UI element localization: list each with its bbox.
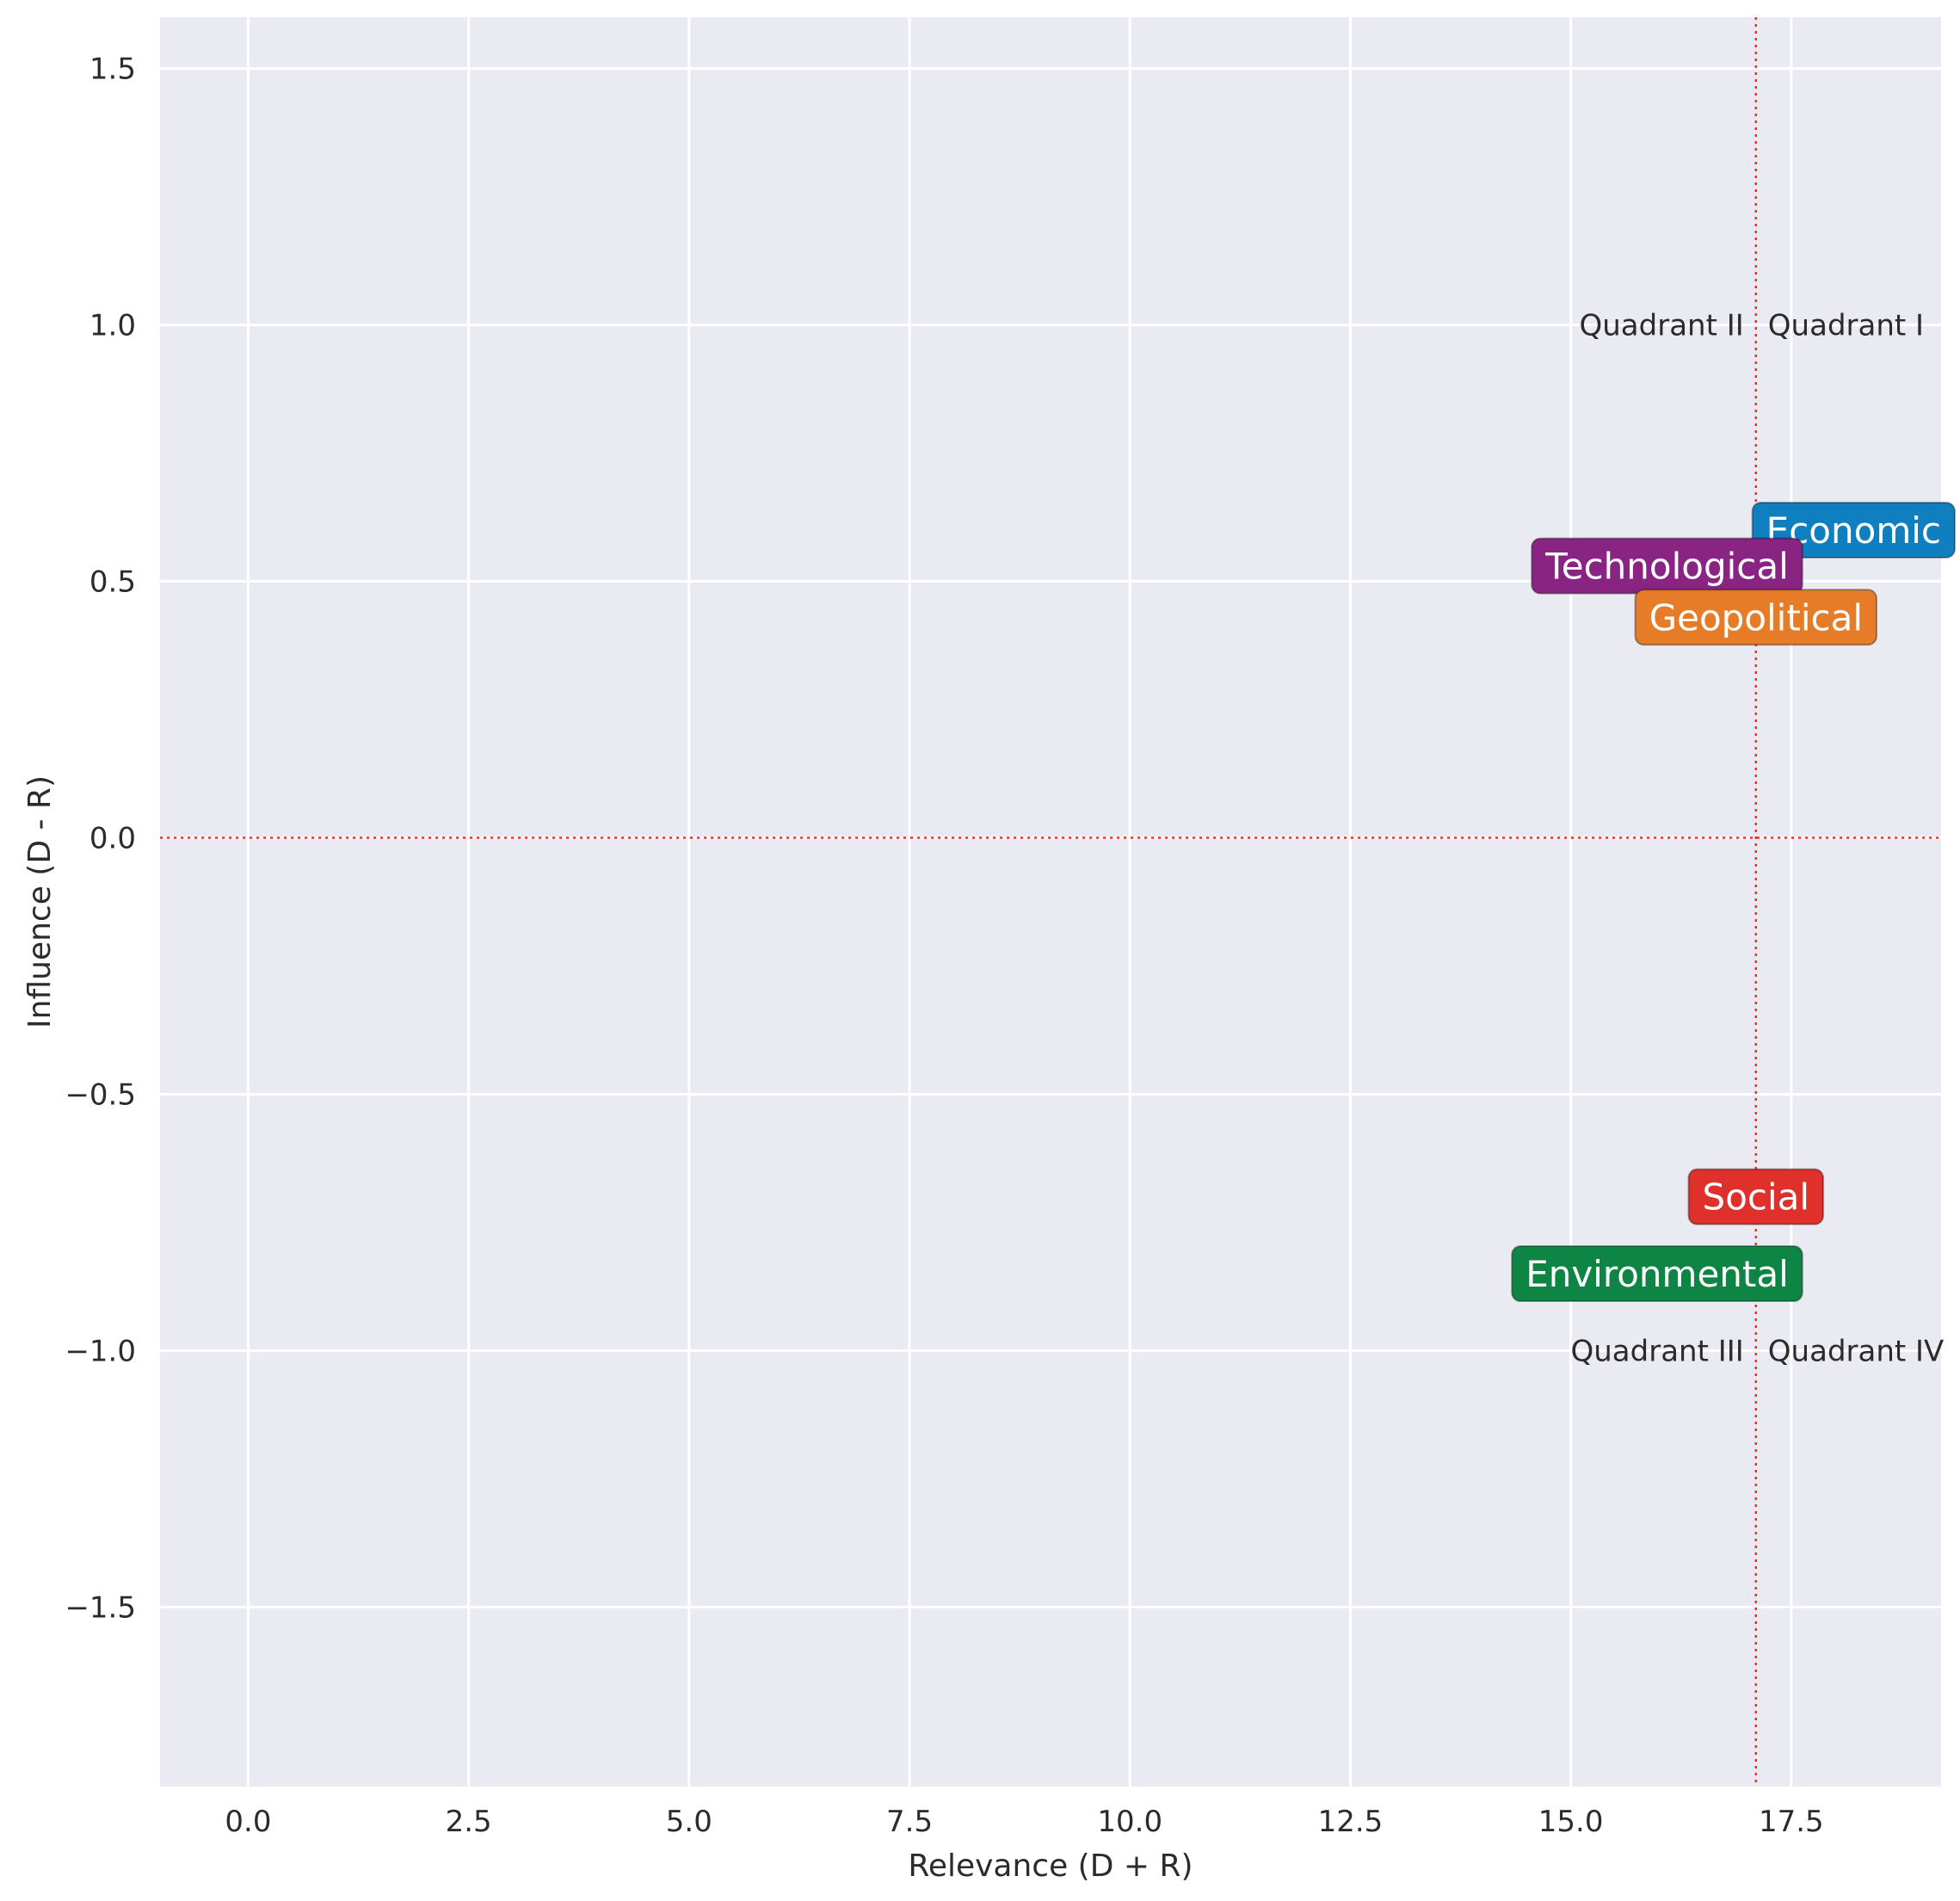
quadrant-labels: Quadrant I Quadrant II Quadrant III Quadran… <box>1570 309 1944 1369</box>
data-point-geopolitical: Geopolitical <box>1634 589 1878 646</box>
data-point-box <box>1511 1245 1803 1303</box>
data-point-social: Social <box>1687 1168 1825 1225</box>
x-tick-label: 10.0 <box>1097 1805 1162 1839</box>
y-tick-label: −1.5 <box>65 1590 136 1625</box>
x-axis-title: Relevance (D + R) <box>908 1849 1193 1884</box>
x-tick-label: 15.0 <box>1538 1805 1604 1839</box>
x-tick-label: 5.0 <box>666 1805 712 1839</box>
x-tick-label: 7.5 <box>886 1805 933 1839</box>
y-tick-label: −0.5 <box>65 1077 136 1112</box>
y-tick-label: 1.0 <box>89 309 136 343</box>
quadrant-label: Quadrant IV <box>1768 1334 1945 1368</box>
data-point-label: Social <box>1703 1176 1810 1219</box>
x-tick-labels: 0.0 2.5 5.0 7.5 10.0 12.5 15.0 17.5 <box>225 1805 1823 1839</box>
quadrant-label: Quadrant I <box>1768 309 1924 343</box>
quadrant-label: Quadrant II <box>1580 309 1744 343</box>
data-point-technological: Technological <box>1531 537 1803 595</box>
y-tick-labels: 1.5 1.0 0.5 0.0 −0.5 −1.0 −1.5 <box>65 52 136 1626</box>
data-point-box <box>1751 501 1956 559</box>
y-tick-label: −1.0 <box>65 1334 136 1368</box>
y-axis-title: Influence (D - R) <box>22 775 58 1028</box>
reference-lines <box>160 17 1941 1787</box>
y-tick-label: 1.5 <box>89 52 136 87</box>
x-tick-label: 12.5 <box>1318 1805 1384 1839</box>
data-point-environmental: Environmental <box>1511 1245 1803 1303</box>
y-tick-label: 0.0 <box>89 822 136 856</box>
data-point-label: Geopolitical <box>1649 596 1863 639</box>
x-tick-label: 2.5 <box>446 1805 492 1839</box>
quadrant-label: Quadrant III <box>1570 1334 1743 1368</box>
data-point-box <box>1634 589 1878 646</box>
data-point-economic: Economic <box>1751 501 1956 559</box>
plot-background <box>160 17 1941 1787</box>
x-tick-label: 0.0 <box>225 1805 271 1839</box>
data-point-box <box>1687 1168 1825 1225</box>
data-point-label: Environmental <box>1525 1253 1789 1295</box>
y-tick-label: 0.5 <box>89 565 136 600</box>
x-tick-label: 17.5 <box>1759 1805 1824 1839</box>
data-point-label: Technological <box>1544 546 1789 588</box>
